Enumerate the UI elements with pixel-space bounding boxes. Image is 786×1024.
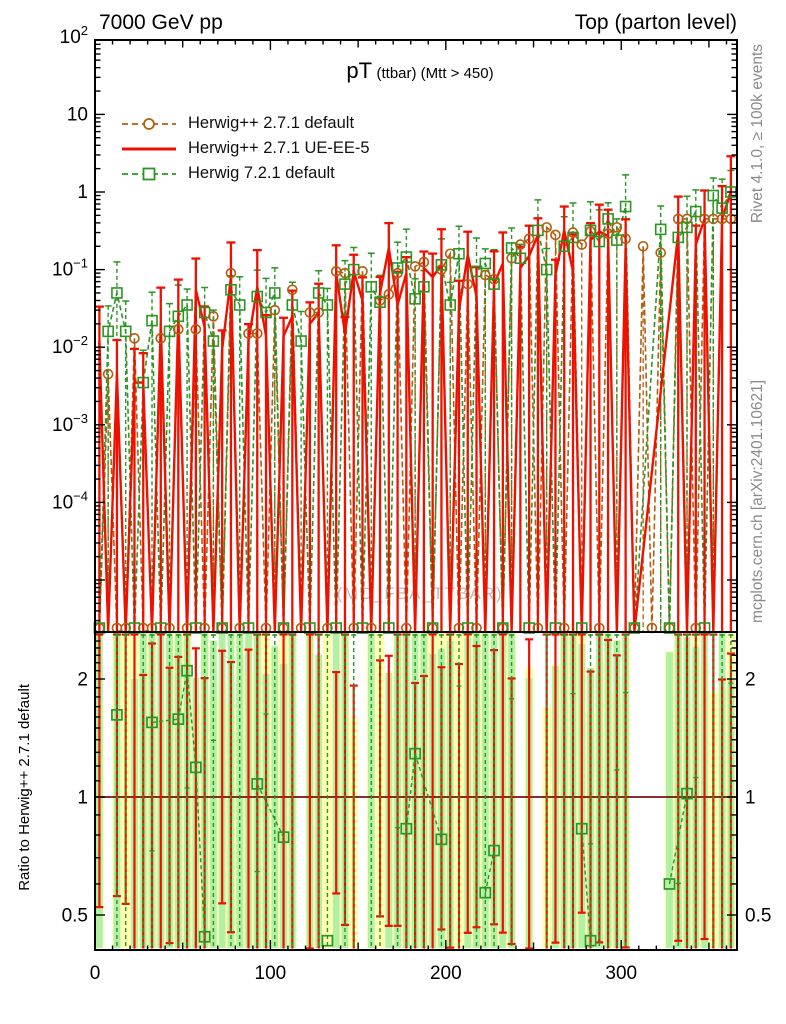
svg-text:100: 100 (255, 963, 287, 984)
observable-symbol: pT (346, 58, 373, 83)
observable-title: pT (ttbar) (Mtt > 450) (240, 58, 600, 84)
svg-text:10−3: 10−3 (52, 411, 88, 436)
svg-text:1: 1 (77, 182, 88, 203)
analysis-group-title: Top (parton level) (574, 11, 737, 34)
legend-item: Herwig++ 2.7.1 UE-EE-5 (120, 136, 370, 161)
observable-cuts: (ttbar) (Mtt > 450) (376, 65, 494, 82)
legend-sample-dashed-circle-icon (122, 117, 176, 130)
svg-text:10−4: 10−4 (52, 488, 88, 513)
svg-text:10−2: 10−2 (52, 333, 88, 358)
legend-item-label: Herwig++ 2.7.1 default (188, 114, 355, 132)
legend-item: Herwig 7.2.1 default (120, 161, 370, 186)
svg-text:10: 10 (67, 104, 88, 125)
svg-text:2: 2 (77, 669, 88, 690)
svg-text:1: 1 (745, 788, 756, 809)
beam-energy-title: 7000 GeV pp (99, 11, 223, 34)
legend: Herwig++ 2.7.1 default Herwig++ 2.7.1 UE… (120, 111, 370, 186)
rivet-version-note: Rivet 4.1.0, ≥ 100k events (749, 44, 766, 224)
svg-text:0.5: 0.5 (62, 906, 88, 927)
series-herwigpp-ueee5 (94, 155, 736, 632)
series-markers (93, 186, 737, 634)
legend-item-label: Herwig++ 2.7.1 UE-EE-5 (188, 139, 370, 157)
ratio-axis-label: Ratio to Herwig++ 2.7.1 default (16, 684, 33, 891)
svg-text:200: 200 (430, 963, 462, 984)
svg-text:0: 0 (90, 963, 101, 984)
ratio-green-series (114, 634, 734, 948)
svg-text:0.5: 0.5 (745, 906, 771, 927)
svg-text:10−1: 10−1 (52, 256, 88, 281)
legend-sample-solid-line-icon (122, 147, 176, 150)
legend-sample-dashed-square-icon (122, 167, 176, 180)
svg-text:2: 2 (745, 669, 756, 690)
legend-item-label: Herwig 7.2.1 default (188, 164, 335, 182)
ratio-green-square-markers (111, 664, 693, 947)
svg-text:300: 300 (605, 963, 637, 984)
svg-text:1: 1 (77, 788, 88, 809)
svg-text:102: 102 (60, 23, 88, 48)
legend-item: Herwig++ 2.7.1 default (120, 111, 370, 136)
axis-tick-labels: 102 10 1 10−1 10−2 10−3 10−4 2 2 1 1 0.5 0.5 0 100 200 3… (52, 23, 771, 984)
axes-frame (94, 39, 738, 951)
axis-ticks (94, 40, 737, 950)
mcplots-reference-note: mcplots.cern.ch [arXiv:2401.10621] (749, 380, 766, 623)
